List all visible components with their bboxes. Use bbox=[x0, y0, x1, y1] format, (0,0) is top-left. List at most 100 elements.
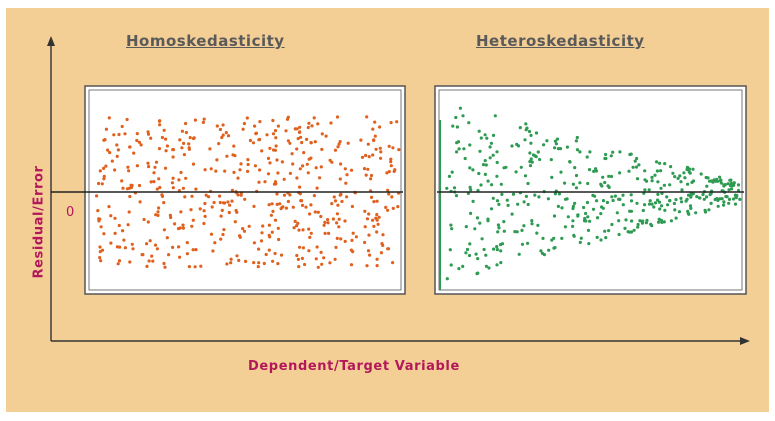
heteroskedastic-point bbox=[586, 228, 591, 232]
homoskedastic-point bbox=[102, 177, 106, 181]
homoskedastic-point bbox=[391, 206, 395, 210]
homoskedastic-point bbox=[354, 235, 358, 239]
homoskedastic-point bbox=[309, 231, 313, 235]
homoskedastic-point bbox=[389, 164, 393, 168]
heteroskedastic-point bbox=[479, 183, 483, 187]
heteroskedastic-point bbox=[600, 205, 604, 209]
homoskedastic-point bbox=[185, 252, 189, 256]
homoskedastic-point bbox=[209, 232, 214, 236]
homoskedastic-point bbox=[202, 117, 206, 121]
heteroskedastic-point bbox=[485, 136, 489, 140]
heteroskedastic-point bbox=[629, 199, 634, 203]
homoskedastic-point bbox=[127, 169, 131, 173]
homoskedastic-point bbox=[149, 136, 153, 140]
homoskedastic-point bbox=[375, 230, 379, 234]
homoskedastic-point bbox=[121, 186, 125, 190]
heteroskedastic-point bbox=[585, 200, 590, 205]
homoskedastic-point bbox=[95, 194, 99, 198]
heteroskedastic-point bbox=[679, 180, 683, 184]
homoskedastic-point bbox=[162, 128, 166, 132]
heteroskedastic-point bbox=[514, 170, 518, 174]
homoskedastic-point bbox=[343, 219, 347, 223]
heteroskedastic-point bbox=[641, 208, 645, 213]
homoskedastic-point bbox=[295, 127, 299, 131]
heteroskedastic-point bbox=[588, 219, 592, 223]
heteroskedastic-point bbox=[448, 248, 452, 252]
heteroskedastic-point bbox=[457, 147, 461, 151]
homoskedastic-point bbox=[154, 160, 159, 164]
homoskedastic-point bbox=[280, 205, 284, 209]
homoskedastic-point bbox=[365, 264, 369, 268]
heteroskedastic-point bbox=[565, 145, 570, 149]
homoskedastic-point bbox=[117, 132, 121, 137]
homoskedastic-point bbox=[190, 224, 194, 228]
heteroskedastic-point bbox=[523, 138, 527, 142]
heteroskedastic-point bbox=[671, 171, 675, 175]
homoskedastic-point bbox=[128, 260, 132, 264]
heteroskedastic-point bbox=[715, 197, 719, 201]
homoskedastic-point bbox=[323, 231, 327, 235]
heteroskedastic-point bbox=[650, 175, 654, 179]
homoskedastic-point bbox=[160, 193, 164, 197]
homoskedastic-point bbox=[372, 138, 376, 142]
homoskedastic-point bbox=[158, 185, 162, 190]
heteroskedastic-point bbox=[601, 199, 606, 203]
heteroskedastic-point bbox=[563, 225, 568, 229]
homoskedastic-point bbox=[379, 156, 383, 160]
homoskedastic-point bbox=[274, 144, 278, 148]
heteroskedastic-point bbox=[584, 211, 588, 216]
homoskedastic-point bbox=[103, 138, 107, 142]
heteroskedastic-point bbox=[553, 146, 557, 150]
homoskedastic-point bbox=[152, 171, 156, 175]
heteroskedastic-point bbox=[591, 207, 596, 211]
homoskedastic-point bbox=[242, 229, 247, 233]
heteroskedastic-point bbox=[732, 181, 736, 185]
homoskedastic-point bbox=[340, 199, 344, 204]
homoskedastic-point bbox=[273, 218, 278, 222]
heteroskedastic-point bbox=[495, 248, 499, 252]
homoskedastic-point bbox=[187, 265, 191, 269]
homoskedastic-point bbox=[319, 214, 323, 219]
homoskedastic-point bbox=[301, 228, 305, 232]
homoskedastic-point bbox=[115, 245, 119, 249]
homoskedastic-point bbox=[300, 140, 304, 145]
homoskedastic-point bbox=[97, 181, 101, 186]
homoskedastic-point bbox=[395, 120, 399, 124]
homoskedastic-point bbox=[392, 169, 396, 173]
homoskedastic-point bbox=[132, 151, 136, 155]
heteroskedastic-point bbox=[451, 124, 455, 128]
heteroskedastic-point bbox=[495, 245, 499, 249]
homoskedastic-point bbox=[218, 194, 222, 198]
heteroskedastic-point bbox=[660, 204, 664, 208]
heteroskedastic-point bbox=[672, 201, 677, 206]
heteroskedastic-point bbox=[511, 192, 516, 196]
heteroskedastic-point bbox=[517, 252, 521, 256]
heteroskedastic-point bbox=[636, 222, 640, 227]
heteroskedastic-point bbox=[477, 171, 481, 176]
homoskedastic-point bbox=[336, 145, 340, 149]
heteroskedastic-point bbox=[455, 150, 459, 154]
heteroskedastic-point bbox=[683, 176, 687, 180]
heteroskedastic-point bbox=[618, 150, 622, 154]
homoskedastic-point bbox=[176, 227, 181, 231]
heteroskedastic-point bbox=[688, 204, 693, 208]
heteroskedastic-point bbox=[558, 147, 563, 151]
heteroskedastic-points bbox=[445, 106, 742, 281]
homoskedastic-point bbox=[296, 137, 300, 141]
heteroskedastic-point bbox=[458, 106, 462, 110]
homoskedastic-point bbox=[151, 259, 155, 263]
heteroskedastic-point bbox=[595, 216, 600, 220]
homoskedastic-point bbox=[248, 138, 252, 143]
heteroskedastic-point bbox=[476, 188, 480, 193]
homoskedastic-point bbox=[318, 176, 322, 180]
heteroskedastic-point bbox=[518, 126, 522, 130]
heteroskedastic-point bbox=[718, 179, 723, 183]
heteroskedastic-point bbox=[687, 170, 691, 174]
homoskedastic-point bbox=[282, 177, 286, 181]
homoskedastic-point bbox=[307, 121, 311, 125]
heteroskedastic-point bbox=[552, 246, 556, 250]
heteroskedastic-point bbox=[669, 165, 673, 169]
heteroskedastic-point bbox=[656, 192, 660, 196]
homoskedastic-point bbox=[116, 148, 120, 152]
homoskedastic-point bbox=[260, 149, 264, 153]
